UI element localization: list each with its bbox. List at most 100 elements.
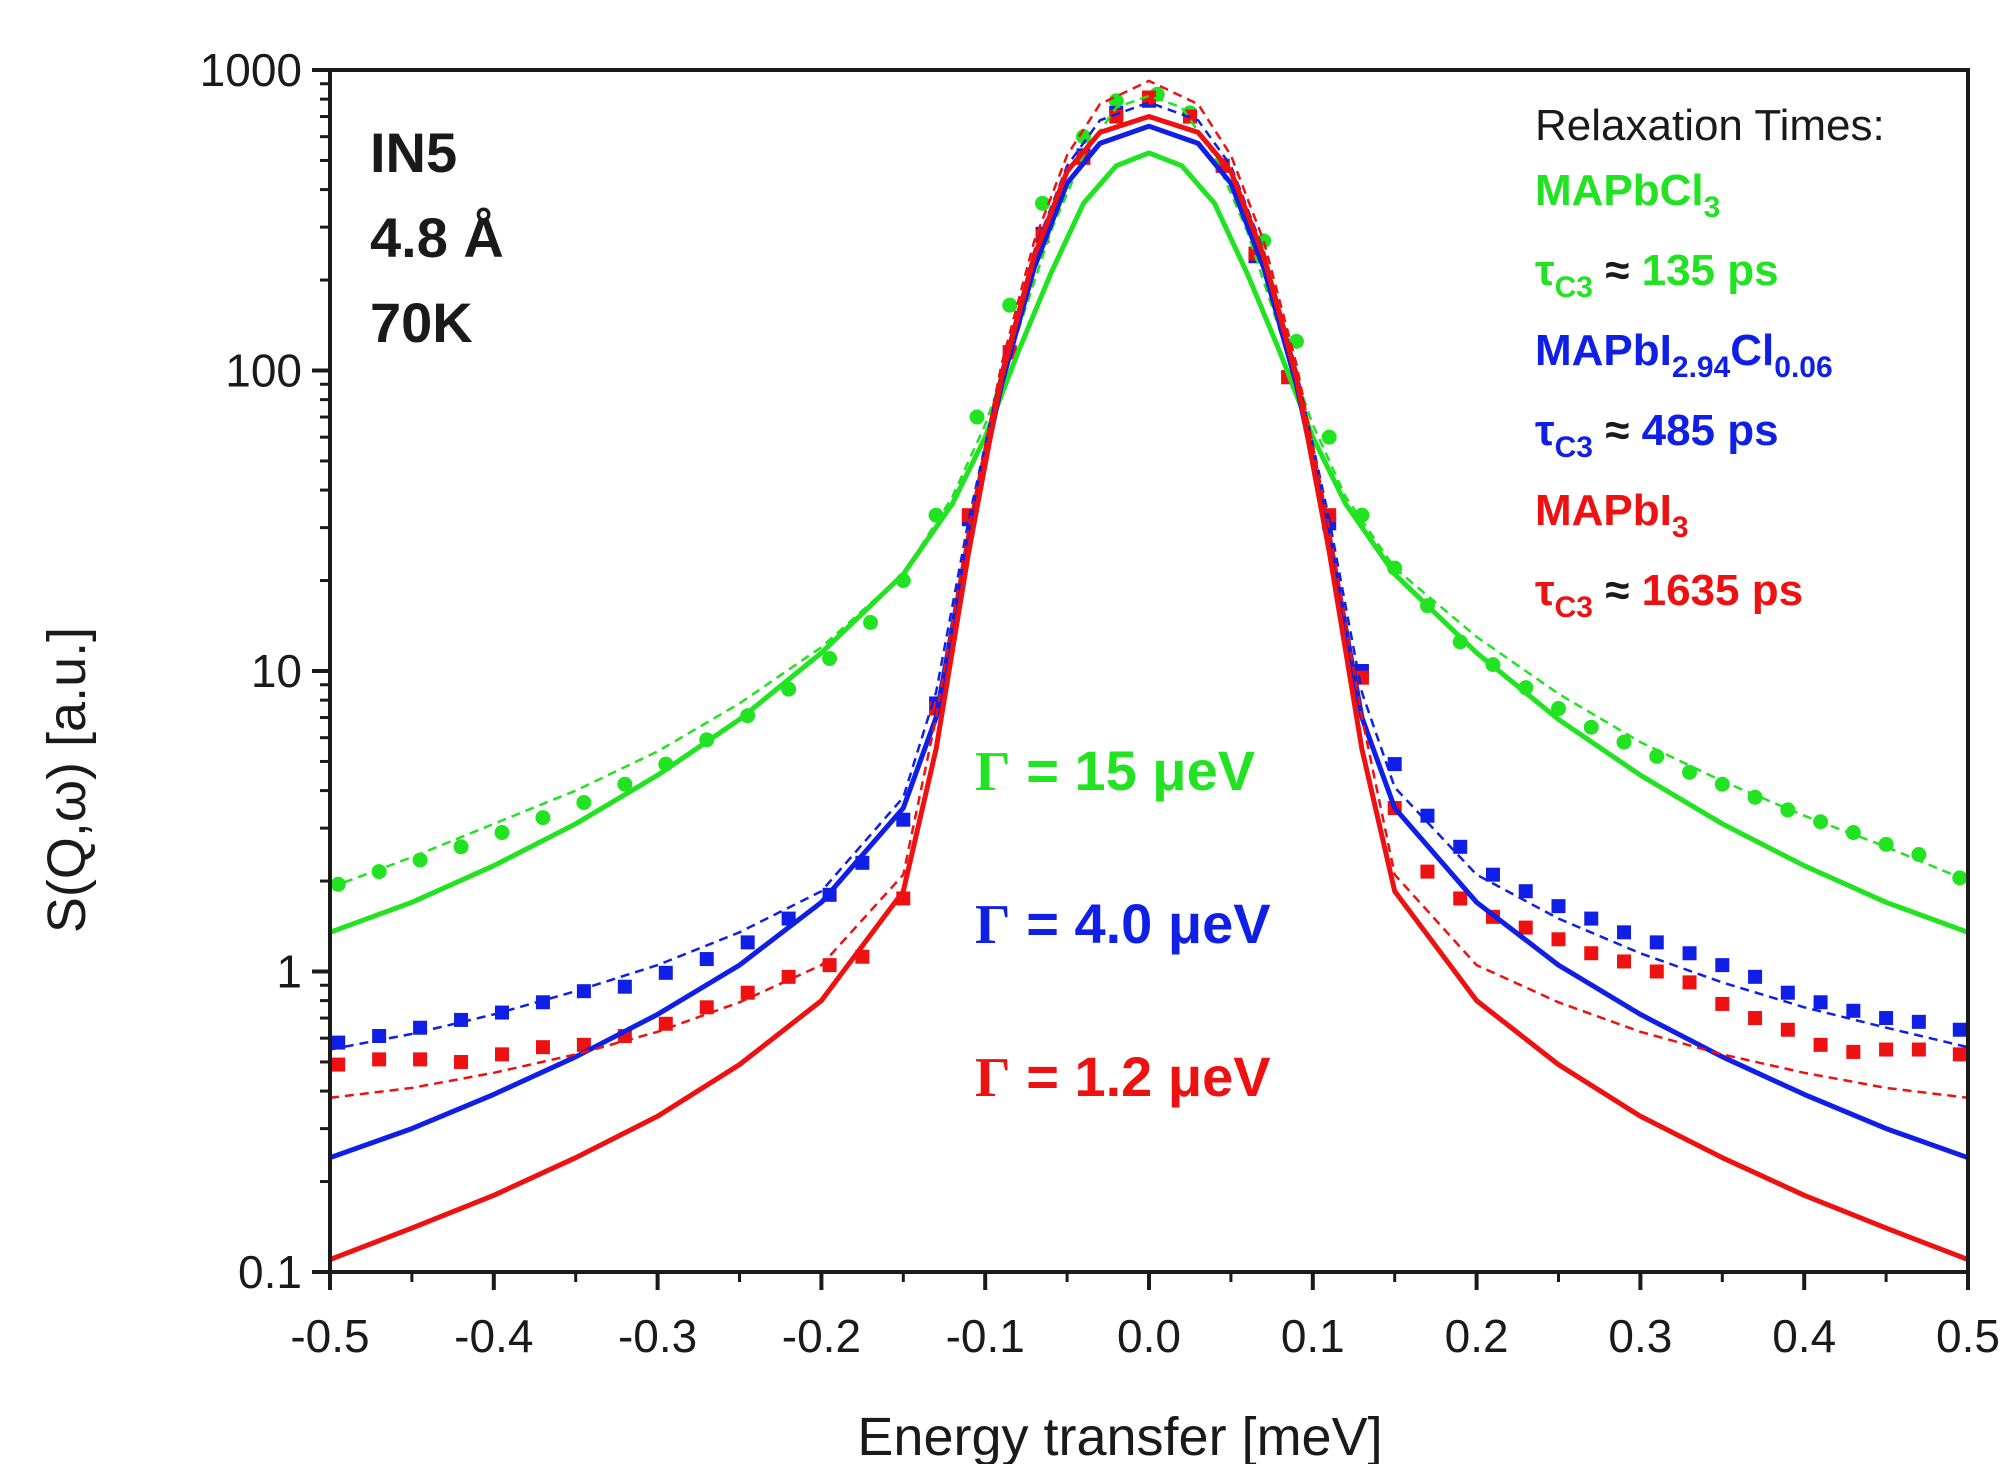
info-block: IN5 4.8 Å 70K — [370, 121, 504, 354]
data-point — [1616, 734, 1632, 750]
data-point — [1952, 1047, 1967, 1062]
legend-tau-blue: τC3 ≈ 485 ps — [1535, 406, 1779, 464]
series-line — [329, 114, 1969, 1262]
data-point — [699, 952, 714, 967]
data-point — [1748, 1011, 1763, 1026]
data-point — [1780, 1022, 1795, 1037]
data-point — [1354, 670, 1369, 685]
series-line — [329, 79, 1969, 1100]
data-point — [1075, 129, 1091, 145]
x-tick-label: 0.3 — [1608, 1310, 1672, 1362]
data-point — [1682, 975, 1697, 990]
data-point — [1453, 891, 1468, 906]
legend: Relaxation Times: MAPbCl3 τC3 ≈ 135 ps MAP… — [1535, 101, 1885, 624]
data-point — [1142, 90, 1156, 105]
x-tick-label: 0.0 — [1117, 1310, 1181, 1362]
series-red-squares — [331, 90, 1967, 1072]
data-point — [1879, 1011, 1894, 1026]
data-point — [1551, 701, 1566, 717]
y-tick-label: 1 — [276, 946, 302, 998]
data-point — [1780, 985, 1795, 1000]
data-point — [1649, 964, 1664, 979]
data-point — [331, 1057, 346, 1072]
data-point — [535, 995, 550, 1010]
gamma-label-green: Γ = 15 μeV — [975, 739, 1255, 803]
data-point — [1911, 1014, 1926, 1029]
data-point — [1453, 839, 1468, 854]
x-tick-label: 0.1 — [1281, 1310, 1345, 1362]
legend-formula-blue: MAPbI2.94Cl0.06 — [1535, 326, 1833, 384]
data-point — [1879, 1042, 1894, 1057]
info-wavelength: 4.8 Å — [370, 206, 504, 269]
x-tick-label: -0.2 — [782, 1310, 861, 1362]
legend-tau-green: τC3 ≈ 135 ps — [1535, 246, 1779, 304]
data-point — [1518, 920, 1533, 935]
series-line — [329, 101, 1969, 1051]
data-point — [1813, 995, 1828, 1010]
series-line — [329, 150, 1969, 935]
y-tick-label: 10 — [251, 645, 302, 697]
x-tick-label: -0.5 — [290, 1310, 369, 1362]
data-point — [617, 776, 633, 792]
series-red-dashed — [329, 79, 1969, 1100]
gamma-label-blue: Γ = 4.0 μeV — [975, 892, 1271, 956]
data-point — [617, 979, 632, 994]
data-point — [454, 1054, 469, 1069]
y-tick-label: 0.1 — [238, 1246, 302, 1298]
data-point — [1002, 297, 1018, 313]
legend-heading: Relaxation Times: — [1535, 101, 1885, 150]
data-point — [1617, 925, 1632, 940]
series-red-solid — [329, 114, 1969, 1262]
data-point — [535, 1040, 550, 1055]
x-tick-label: 0.2 — [1445, 1310, 1509, 1362]
data-point — [1518, 884, 1533, 899]
data-point — [822, 651, 838, 667]
data-point — [1551, 932, 1566, 947]
data-point — [1649, 935, 1664, 950]
data-point — [1321, 429, 1337, 445]
data-point — [740, 935, 755, 950]
data-point — [658, 1016, 673, 1031]
x-tick-label: -0.1 — [946, 1310, 1025, 1362]
data-point — [1715, 996, 1730, 1011]
data-point — [1584, 946, 1599, 961]
data-point — [1035, 195, 1051, 211]
data-point — [1846, 1003, 1861, 1018]
legend-tau-red: τC3 ≈ 1635 ps — [1535, 566, 1803, 624]
data-point — [576, 795, 592, 811]
info-instrument: IN5 — [370, 121, 457, 184]
x-tick-label: 0.4 — [1772, 1310, 1836, 1362]
data-point — [1780, 802, 1796, 818]
data-point — [1485, 867, 1500, 882]
data-point — [1288, 333, 1304, 349]
x-tick-label: -0.4 — [454, 1310, 533, 1362]
x-tick-label: 0.5 — [1936, 1310, 2000, 1362]
data-point — [1748, 969, 1763, 984]
gamma-label-red: Γ = 1.2 μeV — [975, 1045, 1271, 1109]
data-point — [1583, 719, 1599, 735]
data-point — [1846, 1044, 1861, 1059]
plot-series — [329, 79, 1969, 1262]
data-point — [863, 615, 879, 631]
data-point — [1813, 1037, 1828, 1052]
x-axis-title: Energy transfer [meV] — [857, 1407, 1382, 1464]
legend-formula-red: MAPbI3 — [1535, 486, 1689, 544]
data-point — [453, 839, 469, 855]
data-point — [1682, 946, 1697, 961]
x-tick-label: -0.3 — [618, 1310, 697, 1362]
data-point — [1649, 748, 1665, 764]
data-point — [1952, 1022, 1967, 1037]
data-point — [371, 864, 387, 880]
y-tick-label: 100 — [225, 345, 302, 397]
data-point — [494, 1047, 509, 1062]
series-blue-dashed — [329, 101, 1969, 1051]
data-point — [1845, 825, 1861, 841]
data-point — [413, 1052, 428, 1067]
data-point — [1714, 776, 1730, 792]
data-point — [896, 812, 911, 827]
y-axis: 0.1 1 10 100 1000 — [200, 44, 330, 1298]
data-point — [699, 1000, 714, 1015]
data-point — [331, 1035, 346, 1050]
data-point — [969, 409, 985, 425]
